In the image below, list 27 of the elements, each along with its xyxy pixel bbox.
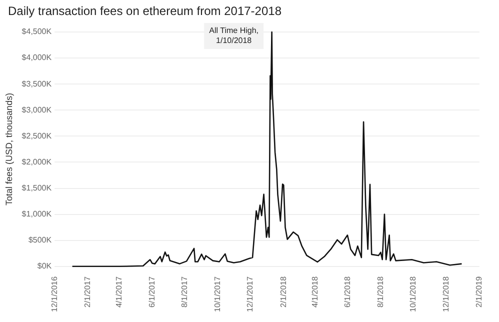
x-tick-label: 4/1/2018 (310, 276, 320, 308)
y-tick-label: $0K (37, 262, 52, 271)
x-tick-label: 6/1/2017 (147, 276, 156, 308)
y-tick-label: $2,500K (22, 131, 52, 140)
y-tick-label: $4,500K (22, 27, 52, 36)
y-tick-label: $3,000K (22, 105, 52, 114)
annotation: All Time High, 1/10/2018 (209, 26, 259, 46)
x-tick-label: 2/1/2017 (83, 276, 92, 308)
y-tick-label: $500K (28, 236, 52, 245)
x-tick-label: 10/1/2018 (408, 276, 418, 312)
x-tick-label: 12/1/2017 (246, 276, 255, 312)
x-tick-label: 2/1/2019 (474, 276, 484, 308)
y-tick-label: $3,500K (22, 79, 52, 88)
x-tick-label: 12/1/2016 (50, 276, 59, 312)
x-tick-label: 10/1/2017 (212, 276, 222, 312)
y-tick-label: $4,000K (22, 53, 52, 62)
x-tick-label: 4/1/2017 (114, 276, 124, 308)
x-tick-label: 8/1/2018 (376, 276, 385, 308)
x-tick-label: 8/1/2017 (180, 276, 190, 308)
chart-title: Daily transaction fees on ethereum from 2017-2018 (8, 4, 282, 18)
x-tick-label: 12/1/2018 (441, 276, 450, 312)
y-axis-title: Total fees (USD, thousands) (4, 92, 14, 206)
x-tick-label: 6/1/2018 (343, 276, 352, 308)
x-tick-label: 2/1/2018 (278, 276, 288, 308)
y-tick-label: $1,500K (22, 183, 52, 192)
y-tick-label: $2,000K (22, 157, 52, 166)
y-tick-label: $1,000K (22, 210, 52, 219)
